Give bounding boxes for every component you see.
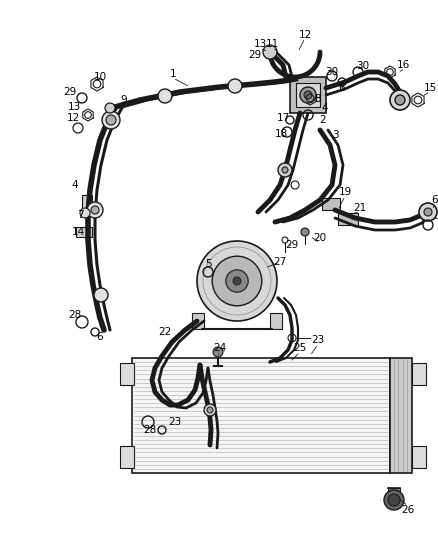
Text: 17: 17 [276,113,290,123]
Bar [192,313,204,329]
Bar [388,488,400,492]
Text: 9: 9 [121,95,127,105]
Text: 27: 27 [273,257,286,267]
Text: 7: 7 [77,210,83,220]
Text: 30: 30 [357,61,370,71]
Circle shape [300,87,316,103]
Circle shape [301,228,309,236]
Circle shape [304,91,312,99]
Bar [412,446,426,468]
Text: 23: 23 [168,417,182,427]
Text: 11: 11 [265,39,279,49]
Circle shape [197,241,277,321]
Text: 23: 23 [311,335,325,345]
Circle shape [388,494,400,506]
Circle shape [91,206,99,214]
Circle shape [207,407,213,413]
Bar [412,363,426,385]
Text: 24: 24 [213,343,226,353]
Text: 4: 4 [72,180,78,190]
Text: 6: 6 [97,332,103,342]
Text: 15: 15 [424,83,437,93]
Text: 18: 18 [274,129,288,139]
Circle shape [204,404,216,416]
Circle shape [226,270,248,292]
Text: 2: 2 [320,115,326,125]
Circle shape [384,490,404,510]
Circle shape [105,103,115,113]
Text: 30: 30 [325,67,339,77]
Text: 6: 6 [339,83,345,93]
Text: 12: 12 [298,30,311,40]
Bar [120,446,134,468]
Circle shape [263,45,277,59]
Circle shape [424,208,432,216]
Text: 12: 12 [67,113,80,123]
Text: 25: 25 [293,343,307,353]
Text: 1: 1 [170,69,177,79]
Text: 5: 5 [437,211,438,221]
Circle shape [233,277,241,285]
Circle shape [80,208,90,218]
Bar [76,227,92,237]
Circle shape [278,163,292,177]
Text: 16: 16 [396,60,410,70]
Text: 8: 8 [314,94,321,104]
Circle shape [419,203,437,221]
Text: 29: 29 [286,240,299,250]
Bar [390,358,412,473]
Bar [290,77,326,113]
Circle shape [94,288,108,302]
Circle shape [212,256,262,306]
Bar [132,358,390,473]
Circle shape [282,167,288,173]
Text: 13: 13 [253,39,267,49]
Text: 20: 20 [314,233,327,243]
Text: 13: 13 [67,102,81,112]
Bar [296,83,320,107]
Bar [322,198,340,210]
Circle shape [87,202,103,218]
Text: 28: 28 [68,310,81,320]
Bar [338,213,358,225]
Circle shape [106,115,116,125]
Text: 26: 26 [401,505,415,515]
Text: 10: 10 [93,72,106,82]
Circle shape [390,90,410,110]
Text: 29: 29 [64,87,77,97]
Circle shape [395,95,405,105]
Text: 3: 3 [332,130,338,140]
Text: 14: 14 [71,227,85,237]
Text: 19: 19 [339,187,352,197]
Text: 29: 29 [248,50,261,60]
Circle shape [158,89,172,103]
Circle shape [213,347,223,357]
Text: 5: 5 [206,259,212,269]
Text: 4: 4 [321,103,328,113]
Bar [270,313,282,329]
Circle shape [228,79,242,93]
Text: 22: 22 [159,327,172,337]
Bar [82,195,92,209]
Bar [120,363,134,385]
Circle shape [102,111,120,129]
Text: 28: 28 [143,425,157,435]
Text: 21: 21 [353,203,367,213]
Text: 6: 6 [432,195,438,205]
